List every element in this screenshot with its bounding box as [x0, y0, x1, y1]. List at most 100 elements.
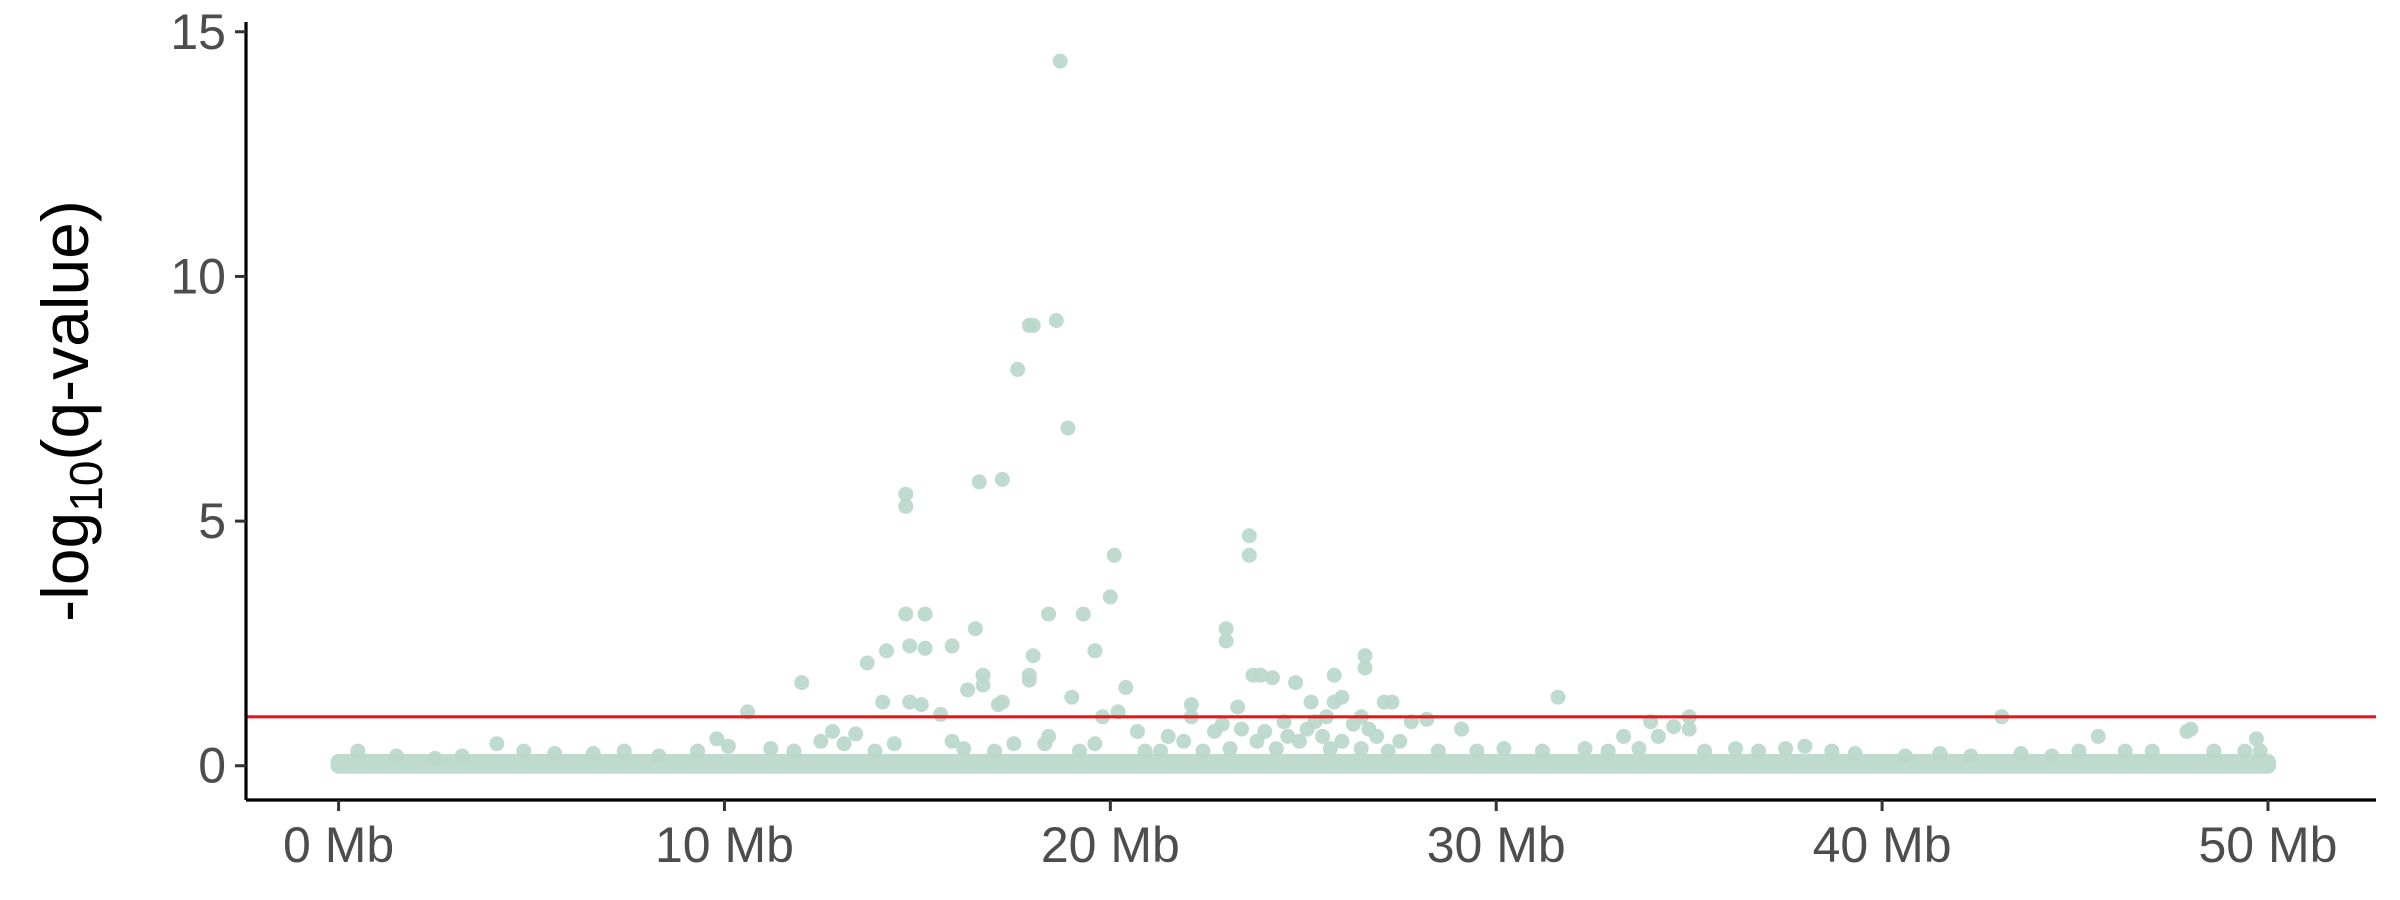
data-point — [1288, 675, 1304, 691]
data-point — [1600, 743, 1616, 759]
y-tick-label: 10 — [170, 248, 226, 304]
data-point — [1577, 741, 1593, 757]
data-point — [2144, 743, 2160, 759]
data-point — [1353, 741, 1369, 757]
data-point — [867, 743, 883, 759]
data-point — [1932, 746, 1948, 761]
data-point — [1102, 589, 1118, 605]
data-point — [1326, 667, 1342, 683]
data-point — [1334, 733, 1350, 749]
data-point — [651, 748, 667, 764]
data-point — [1824, 743, 1840, 759]
data-point — [1087, 643, 1103, 659]
data-point — [813, 733, 829, 749]
data-point — [1060, 420, 1076, 436]
data-point — [902, 694, 918, 710]
data-point — [709, 731, 725, 747]
data-point — [690, 743, 705, 759]
data-point — [944, 638, 960, 654]
y-tick-label: 15 — [170, 4, 226, 60]
data-point — [1419, 711, 1435, 727]
data-point — [971, 474, 987, 490]
data-point — [1153, 743, 1168, 759]
data-point — [2090, 728, 2106, 744]
data-point — [1496, 741, 1512, 757]
data-point — [1176, 733, 1192, 749]
data-point — [1345, 716, 1361, 732]
data-point — [350, 743, 366, 759]
data-point — [1380, 743, 1396, 759]
data-point — [1048, 313, 1064, 328]
data-point — [1454, 721, 1469, 737]
data-point — [1064, 689, 1080, 705]
data-point — [1322, 741, 1338, 757]
data-point — [1697, 743, 1713, 759]
data-point — [1299, 721, 1315, 737]
y-tick-label: 5 — [198, 493, 226, 549]
data-point — [913, 697, 929, 713]
data-point — [1728, 741, 1743, 757]
data-point — [879, 643, 894, 659]
data-point — [547, 746, 563, 761]
data-point — [825, 724, 840, 739]
data-point — [1041, 606, 1057, 622]
data-point — [2183, 721, 2199, 737]
data-point — [1264, 670, 1280, 686]
data-point — [454, 748, 470, 764]
data-point — [794, 675, 810, 691]
data-point — [1315, 728, 1331, 744]
data-point — [1072, 743, 1087, 759]
y-axis-title: -log10(q-value) — [28, 200, 112, 622]
data-point — [967, 621, 983, 637]
data-point — [1025, 648, 1041, 664]
data-point — [1392, 733, 1408, 749]
data-point — [933, 706, 949, 722]
data-point — [1268, 741, 1284, 757]
data-point — [975, 677, 991, 693]
data-point — [898, 606, 914, 622]
data-point — [1681, 721, 1697, 737]
data-point — [1160, 728, 1176, 744]
data-point — [917, 606, 933, 622]
data-point — [1326, 694, 1342, 710]
data-point — [1847, 746, 1863, 761]
data-point — [1303, 694, 1319, 710]
data-point — [1234, 721, 1249, 737]
data-point — [1241, 547, 1257, 563]
data-point — [1129, 724, 1145, 739]
data-point — [1650, 728, 1666, 744]
near-zero-points-band — [330, 753, 2276, 774]
data-point — [1430, 743, 1446, 759]
data-point — [1021, 672, 1037, 688]
data-point — [516, 743, 532, 759]
data-point — [763, 741, 779, 757]
data-point — [1253, 667, 1269, 683]
data-point — [898, 498, 914, 514]
y-axis-title-subscript: 10 — [60, 461, 112, 512]
data-point — [886, 736, 902, 752]
data-point — [987, 743, 1003, 759]
data-point — [1222, 741, 1238, 757]
data-point — [2248, 731, 2264, 747]
baseline-band — [330, 753, 2276, 774]
data-point — [2237, 743, 2253, 759]
data-point — [836, 736, 852, 752]
data-point — [2252, 743, 2268, 759]
data-point — [875, 694, 891, 710]
data-point — [1010, 361, 1026, 377]
data-point — [786, 743, 802, 759]
data-point — [960, 682, 976, 698]
data-point — [1037, 736, 1053, 752]
data-point — [1006, 736, 1022, 752]
data-point — [2206, 743, 2222, 759]
x-tick-label: 30 Mb — [1427, 817, 1566, 873]
data-point — [1052, 53, 1068, 69]
data-point — [898, 486, 914, 502]
data-point — [616, 743, 632, 759]
data-point — [1241, 528, 1257, 544]
data-point — [1897, 748, 1913, 764]
data-point — [1357, 660, 1373, 676]
data-point — [1369, 728, 1385, 744]
data-point — [720, 738, 736, 754]
data-point — [1666, 719, 1682, 735]
